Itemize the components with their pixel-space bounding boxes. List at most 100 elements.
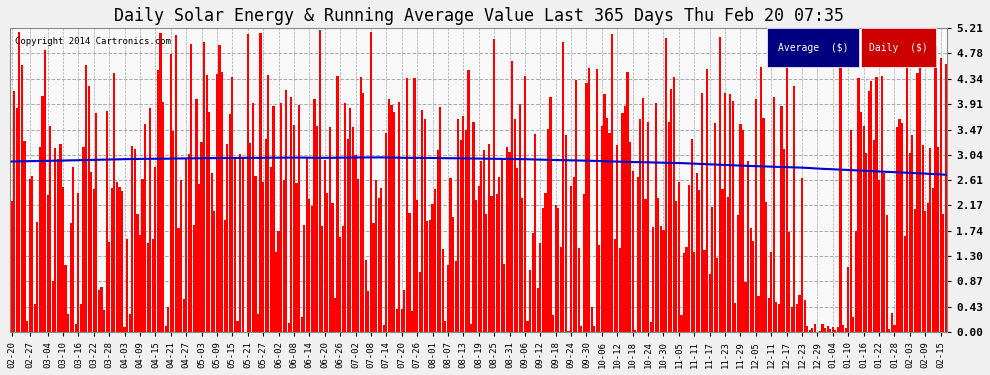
Bar xyxy=(909,153,911,332)
Bar xyxy=(719,37,721,332)
Bar xyxy=(878,180,880,332)
Bar xyxy=(467,70,469,332)
Bar xyxy=(932,188,934,332)
Bar xyxy=(598,245,600,332)
Bar xyxy=(688,186,690,332)
Bar xyxy=(87,86,90,332)
Bar xyxy=(683,253,685,332)
Bar xyxy=(269,167,272,332)
Bar xyxy=(203,42,205,332)
Bar xyxy=(565,135,567,332)
Bar xyxy=(401,309,403,332)
Bar xyxy=(249,143,251,332)
Bar xyxy=(899,119,901,332)
Bar xyxy=(665,38,667,332)
Bar xyxy=(285,90,287,332)
Bar xyxy=(280,103,282,332)
Bar xyxy=(714,123,716,332)
Bar xyxy=(488,144,490,332)
Bar xyxy=(221,72,223,332)
Bar xyxy=(452,217,454,332)
Bar xyxy=(854,231,857,332)
Bar xyxy=(324,159,326,332)
Bar xyxy=(862,126,864,332)
Bar xyxy=(596,69,598,332)
Bar xyxy=(527,321,529,332)
Bar xyxy=(144,124,147,332)
Bar xyxy=(147,243,148,332)
Bar xyxy=(927,203,929,332)
Bar xyxy=(437,150,439,332)
Bar xyxy=(67,314,69,332)
Bar xyxy=(616,145,619,332)
Bar xyxy=(80,304,82,332)
Bar xyxy=(311,206,313,332)
Bar xyxy=(346,139,348,332)
Bar xyxy=(419,272,421,332)
Bar xyxy=(159,33,161,332)
Bar xyxy=(701,93,703,332)
Bar xyxy=(47,195,49,332)
Bar xyxy=(16,108,18,332)
Bar xyxy=(757,296,759,332)
Bar xyxy=(213,211,216,332)
Bar xyxy=(880,76,883,332)
Bar xyxy=(321,226,324,332)
Bar xyxy=(111,188,113,332)
Bar xyxy=(383,325,385,332)
Bar xyxy=(796,304,798,332)
Bar xyxy=(835,330,837,332)
Bar xyxy=(747,161,749,332)
Bar xyxy=(752,241,754,332)
Bar xyxy=(327,193,329,332)
Bar xyxy=(185,159,187,332)
Bar xyxy=(459,140,462,332)
Bar xyxy=(672,77,675,332)
Bar xyxy=(142,179,144,332)
Bar xyxy=(930,148,932,332)
Bar xyxy=(232,77,234,332)
Bar xyxy=(39,147,41,332)
Bar xyxy=(727,197,729,332)
Bar xyxy=(434,189,437,332)
Bar xyxy=(775,302,777,332)
Bar xyxy=(339,237,342,332)
Bar xyxy=(785,55,788,332)
Bar xyxy=(659,226,662,332)
Bar xyxy=(257,315,259,332)
Bar xyxy=(511,61,513,332)
Bar xyxy=(442,249,444,332)
Bar xyxy=(37,222,39,332)
Bar xyxy=(722,189,724,332)
Bar xyxy=(601,126,603,332)
Bar xyxy=(408,213,411,332)
Bar xyxy=(177,228,179,332)
Bar xyxy=(857,78,859,332)
Bar xyxy=(534,134,537,332)
Bar xyxy=(588,68,590,332)
Bar xyxy=(680,315,682,332)
Bar xyxy=(457,119,459,332)
Bar xyxy=(195,99,198,332)
Bar xyxy=(332,203,334,332)
Bar xyxy=(552,315,554,332)
Bar xyxy=(95,113,97,332)
Bar xyxy=(532,233,534,332)
Text: Copyright 2014 Cartronics.com: Copyright 2014 Cartronics.com xyxy=(15,37,171,46)
Bar xyxy=(567,331,569,332)
Bar xyxy=(529,270,531,332)
Bar xyxy=(837,327,840,332)
Bar xyxy=(247,34,248,332)
Bar xyxy=(575,80,577,332)
Bar xyxy=(411,311,413,332)
Bar xyxy=(590,307,593,332)
Bar xyxy=(657,198,659,332)
Bar xyxy=(406,78,408,332)
Bar xyxy=(414,78,416,332)
Bar xyxy=(390,105,393,332)
Bar xyxy=(464,130,467,332)
Bar xyxy=(675,201,677,332)
Bar xyxy=(103,310,105,332)
Bar xyxy=(883,172,885,332)
Bar xyxy=(873,140,875,332)
